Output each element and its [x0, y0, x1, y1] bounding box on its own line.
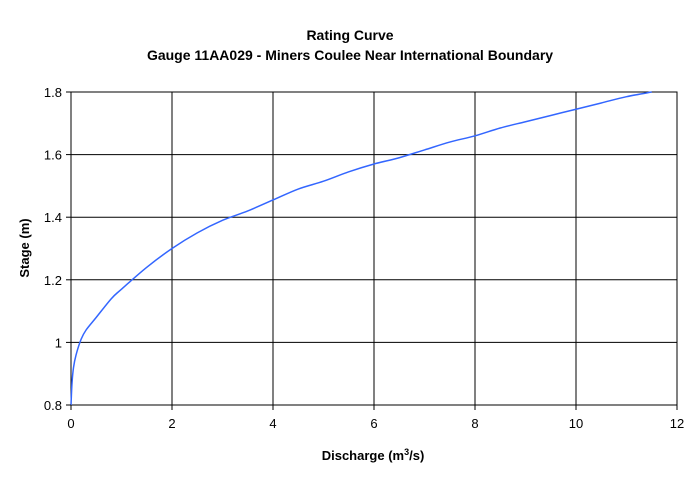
- y-tick-label: 1.2: [44, 273, 62, 288]
- grid: [71, 92, 677, 405]
- y-axis-label: Stage (m): [17, 218, 32, 277]
- y-tick-label: 1.6: [44, 148, 62, 163]
- x-tick-label: 10: [569, 416, 583, 431]
- x-tick-label: 6: [370, 416, 377, 431]
- y-tick-label: 0.8: [44, 398, 62, 413]
- y-tick-label: 1: [55, 335, 62, 350]
- x-axis-label-main: Discharge (m: [322, 448, 404, 463]
- rating-curve-line: [70, 91, 652, 406]
- chart-title: Rating Curve: [306, 27, 393, 43]
- x-axis-ticks: 0 2 4 6 8 10 12: [67, 405, 684, 431]
- x-tick-label: 4: [269, 416, 276, 431]
- x-tick-label: 2: [168, 416, 175, 431]
- x-axis-label: Discharge (m3/s): [322, 447, 425, 463]
- y-tick-label: 1.4: [44, 210, 62, 225]
- y-axis-ticks: 0.8 1 1.2 1.4 1.6 1.8: [44, 85, 71, 413]
- x-tick-label: 8: [471, 416, 478, 431]
- y-tick-label: 1.8: [44, 85, 62, 100]
- x-axis-label-suffix: /s): [409, 448, 424, 463]
- x-tick-label: 12: [670, 416, 684, 431]
- chart-subtitle: Gauge 11AA029 - Miners Coulee Near Inter…: [147, 47, 553, 63]
- x-tick-label: 0: [67, 416, 74, 431]
- series-layer: [70, 91, 652, 406]
- x-axis-label-superscript: 3: [404, 447, 409, 457]
